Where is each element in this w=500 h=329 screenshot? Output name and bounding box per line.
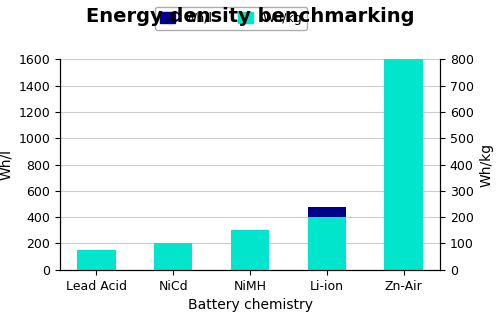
Text: Energy density benchmarking: Energy density benchmarking <box>86 7 414 26</box>
Bar <box>231 230 269 270</box>
Bar <box>78 250 116 270</box>
X-axis label: Battery chemistry: Battery chemistry <box>188 298 312 312</box>
Bar <box>154 243 192 270</box>
Bar <box>154 250 192 270</box>
Bar <box>308 217 346 270</box>
Y-axis label: Wh/l: Wh/l <box>0 149 13 180</box>
Y-axis label: Wh/kg: Wh/kg <box>480 142 494 187</box>
Bar <box>308 207 346 270</box>
Legend: Wh/l, Wh/kg: Wh/l, Wh/kg <box>154 7 308 30</box>
Bar <box>78 257 116 270</box>
Bar <box>384 59 422 270</box>
Bar <box>384 72 422 270</box>
Bar <box>231 237 269 270</box>
